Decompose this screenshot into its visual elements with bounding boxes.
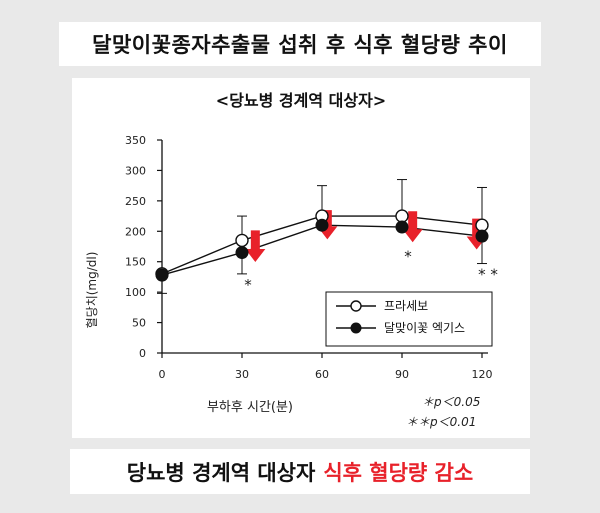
chart-subtitle: <당뇨병 경계역 대상자> (216, 91, 386, 110)
y-tick-label-150: 150 (125, 256, 146, 269)
significance-mark-90: * (404, 247, 412, 265)
chart-panel: <당뇨병 경계역 대상자> 0 50 100 150 200 250 300 350 0 30 60… (72, 78, 530, 438)
legend-marker-placebo (350, 300, 362, 312)
x-tick-label-0: 0 (159, 368, 166, 381)
significance-mark-30: * (244, 276, 252, 294)
note-p005: ＊p＜0.05 (422, 395, 480, 409)
summary-banner: 당뇨병 경계역 대상자 식후 혈당량 감소 (70, 449, 530, 494)
point-extract-90 (395, 220, 409, 234)
y-tick-label-300: 300 (125, 164, 146, 177)
point-extract-120 (475, 229, 489, 243)
point-placebo-90 (395, 209, 409, 223)
significance-mark-120: * * (478, 266, 498, 284)
page-title: 달맞이꽃종자추출물 섭취 후 식후 혈당량 추이 (59, 22, 541, 66)
note-p001: ＊＊p＜0.01 (406, 415, 476, 429)
reduction-arrow-2 (402, 211, 423, 243)
legend-label-extract: 달맞이꽃 엑기스 (384, 321, 465, 335)
summary-text: 당뇨병 경계역 대상자 (126, 460, 316, 485)
point-extract-60 (315, 218, 329, 232)
summary-highlight: 식후 혈당량 감소 (323, 460, 474, 485)
y-tick-label-350: 350 (125, 134, 146, 147)
point-extract-30 (235, 246, 249, 260)
x-tick-label-60: 60 (315, 368, 329, 381)
reduction-arrow-0 (245, 230, 266, 263)
y-tick-label-50: 50 (132, 317, 146, 330)
legend-label-placebo: 프라세보 (384, 299, 428, 313)
x-tick-label-120: 120 (472, 368, 493, 381)
point-placebo-30 (235, 233, 249, 248)
x-tick-label-30: 30 (235, 368, 249, 381)
y-tick-label-250: 250 (125, 195, 146, 208)
legend: 프라세보 달맞이꽃 엑기스 (325, 291, 493, 347)
y-axis-label: 혈당치(mg/dl) (85, 252, 99, 329)
y-tick-label-100: 100 (125, 286, 146, 299)
point-extract-0 (155, 268, 169, 282)
title-text: 달맞이꽃종자추출물 섭취 후 식후 혈당량 추이 (92, 33, 508, 57)
series-line-1 (161, 224, 483, 276)
point-placebo-120 (475, 218, 489, 232)
x-axis-label: 부하후 시간(분) (207, 400, 293, 415)
legend-marker-extract (350, 322, 362, 334)
y-tick-label-0: 0 (139, 347, 146, 360)
y-tick-label-200: 200 (125, 225, 146, 238)
blood-glucose-chart: <당뇨병 경계역 대상자> 0 50 100 150 200 250 300 350 0 30 60… (85, 91, 498, 429)
x-tick-label-90: 90 (395, 368, 409, 381)
